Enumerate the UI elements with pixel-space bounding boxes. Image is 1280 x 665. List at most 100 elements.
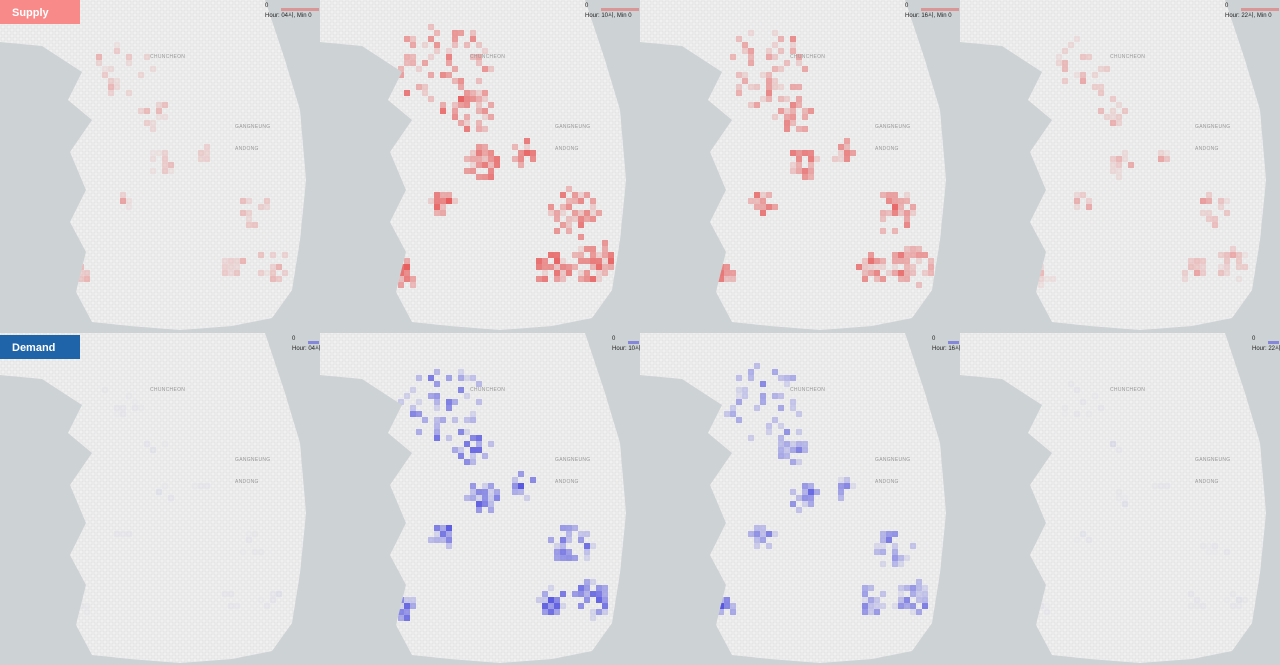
heat-cell <box>898 252 904 258</box>
heat-cell <box>1062 60 1068 66</box>
heat-cell <box>808 150 814 156</box>
heat-cell <box>910 204 916 210</box>
heat-cell <box>1110 120 1116 126</box>
heat-cell <box>590 258 596 264</box>
heat-cell <box>120 198 126 204</box>
heat-cell <box>1098 405 1104 411</box>
heat-cell <box>548 252 554 258</box>
heat-cell <box>844 144 850 150</box>
heat-cell <box>410 405 416 411</box>
heat-cell <box>742 42 748 48</box>
place-label: ANDONG <box>875 479 899 485</box>
heat-cell <box>560 555 566 561</box>
heat-cell <box>784 429 790 435</box>
heat-cell <box>874 270 880 276</box>
heat-cell <box>482 162 488 168</box>
heat-cell <box>1110 168 1116 174</box>
heat-cell <box>404 597 410 603</box>
heat-cell <box>428 375 434 381</box>
heat-cell <box>476 156 482 162</box>
heat-cell <box>904 264 910 270</box>
heat-cell <box>464 168 470 174</box>
heat-cell <box>156 114 162 120</box>
heat-cell <box>790 36 796 42</box>
heat-cell <box>1110 441 1116 447</box>
heat-cell <box>542 603 548 609</box>
heat-cell <box>1110 120 1116 126</box>
heat-cell <box>742 72 748 78</box>
heat-cell <box>880 216 886 222</box>
heat-cell <box>554 252 560 258</box>
heat-cell <box>584 597 590 603</box>
heat-cell <box>458 429 464 435</box>
heat-cell <box>560 543 566 549</box>
heat-cell <box>880 276 886 282</box>
heat-cell <box>1044 603 1050 609</box>
heat-cell <box>584 210 590 216</box>
heat-cell <box>718 270 724 276</box>
heat-cell <box>760 192 766 198</box>
heat-cell <box>144 120 150 126</box>
heat-cell <box>1182 270 1188 276</box>
heat-cell <box>78 276 84 282</box>
legend-hour: Hour: 04시, Min 0 <box>292 345 339 352</box>
heat-cell <box>1038 282 1044 288</box>
heat-cell <box>566 186 572 192</box>
heat-cell <box>1104 114 1110 120</box>
legend-hour: Hour: 10시, Min 0 <box>585 12 632 19</box>
heat-cell <box>730 603 736 609</box>
heat-cell <box>1110 162 1116 168</box>
heat-cell <box>880 210 886 216</box>
heat-cell <box>476 108 482 114</box>
heat-cell <box>790 459 796 465</box>
heat-cell <box>796 459 802 465</box>
heat-cell <box>718 609 724 615</box>
heat-cell <box>258 204 264 210</box>
heat-cell <box>464 417 470 423</box>
heat-cell <box>602 603 608 609</box>
heat-cell <box>228 264 234 270</box>
heat-cell <box>476 489 482 495</box>
heat-cell <box>470 453 476 459</box>
heat-cell <box>276 276 282 282</box>
heat-cell <box>730 609 736 615</box>
heat-cell <box>108 78 114 84</box>
heat-cell <box>440 525 446 531</box>
heat-cell <box>760 210 766 216</box>
row-tag-label: Demand <box>12 342 55 354</box>
heat-cell <box>530 477 536 483</box>
heat-cell <box>718 276 724 282</box>
heat-cell <box>1158 150 1164 156</box>
place-label: ANDONG <box>555 479 579 485</box>
heat-cell <box>802 168 808 174</box>
heat-cell <box>458 369 464 375</box>
heat-cell <box>1038 276 1044 282</box>
heat-cell <box>596 258 602 264</box>
heat-cell <box>1224 264 1230 270</box>
heat-cell <box>494 162 500 168</box>
heat-cell <box>524 150 530 156</box>
heat-cell <box>760 393 766 399</box>
heat-cell <box>578 222 584 228</box>
heat-cell <box>84 603 90 609</box>
heat-cell <box>404 609 410 615</box>
heat-cell <box>404 264 410 270</box>
heat-cell <box>482 501 488 507</box>
heat-cell <box>724 603 730 609</box>
heat-cell <box>138 108 144 114</box>
heat-cell <box>596 270 602 276</box>
heat-cell <box>162 156 168 162</box>
heat-cell <box>548 210 554 216</box>
heat-cell <box>434 531 440 537</box>
heat-cell <box>904 210 910 216</box>
heat-cell <box>766 204 772 210</box>
heat-cell <box>410 597 416 603</box>
heat-cell <box>718 609 724 615</box>
heat-cell <box>440 210 446 216</box>
heat-cell <box>778 66 784 72</box>
heat-cell <box>1122 156 1128 162</box>
heat-cell <box>560 210 566 216</box>
heat-cell <box>434 204 440 210</box>
heat-cell <box>156 489 162 495</box>
heat-cell <box>578 198 584 204</box>
